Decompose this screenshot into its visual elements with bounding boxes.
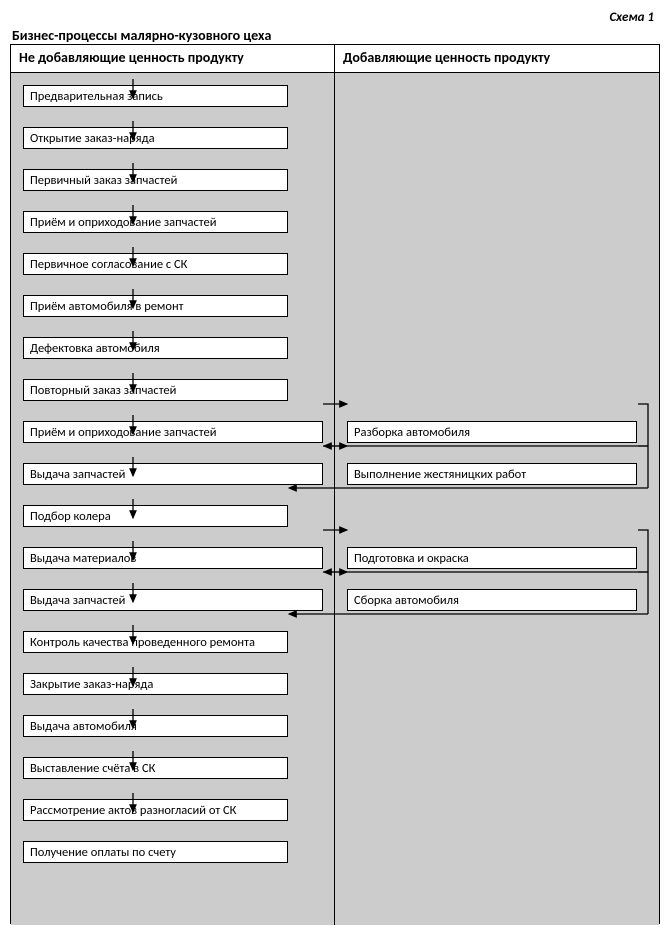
header-left: Не добавляющие ценность продукту bbox=[11, 45, 335, 73]
flow-node: Приём автомобиля в ремонт bbox=[23, 295, 288, 317]
flow-node: Подбор колера bbox=[23, 505, 288, 527]
flow-node: Приём и оприходование запчастей bbox=[23, 211, 288, 233]
flow-node: Подготовка и окраска bbox=[347, 547, 637, 569]
column-left: Предварительная запись Открытие заказ-нар… bbox=[11, 73, 335, 925]
flow-node: Предварительная запись bbox=[23, 85, 288, 107]
flow-node: Выдача запчастей bbox=[23, 589, 323, 611]
flow-node: Выполнение жестяницких работ bbox=[347, 463, 637, 485]
flow-node: Первичное согласование с СК bbox=[23, 253, 288, 275]
flow-node: Первичный заказ запчастей bbox=[23, 169, 288, 191]
body-row: Предварительная запись Открытие заказ-нар… bbox=[11, 73, 659, 925]
flow-node: Открытие заказ-наряда bbox=[23, 127, 288, 149]
flow-node: Закрытие заказ-наряда bbox=[23, 673, 288, 695]
header-right: Добавляющие ценность продукту bbox=[335, 45, 659, 73]
flow-node: Разборка автомобиля bbox=[347, 421, 637, 443]
diagram-container: Не добавляющие ценность продукту Добавля… bbox=[10, 44, 660, 924]
flow-node: Повторный заказ запчастей bbox=[23, 379, 288, 401]
flow-node: Рассмотрение актов разногласий от СК bbox=[23, 799, 288, 821]
flow-node: Приём и оприходование запчастей bbox=[23, 421, 323, 443]
flow-node: Дефектовка автомобиля bbox=[23, 337, 288, 359]
scheme-label: Схема 1 bbox=[10, 10, 660, 25]
flow-node: Выдача запчастей bbox=[23, 463, 323, 485]
flow-node: Выдача материалов bbox=[23, 547, 323, 569]
flow-node: Выдача автомобиля bbox=[23, 715, 288, 737]
flow-node: Контроль качества проведенного ремонта bbox=[23, 631, 288, 653]
flow-node: Сборка автомобиля bbox=[347, 589, 637, 611]
header-row: Не добавляющие ценность продукту Добавля… bbox=[11, 45, 659, 73]
flow-node: Получение оплаты по счету bbox=[23, 841, 288, 863]
diagram-title: Бизнес-процессы малярно-кузовного цеха bbox=[10, 27, 660, 44]
flow-node: Выставление счёта в СК bbox=[23, 757, 288, 779]
column-right: Разборка автомобиля Выполнение жестяницки… bbox=[335, 73, 659, 925]
